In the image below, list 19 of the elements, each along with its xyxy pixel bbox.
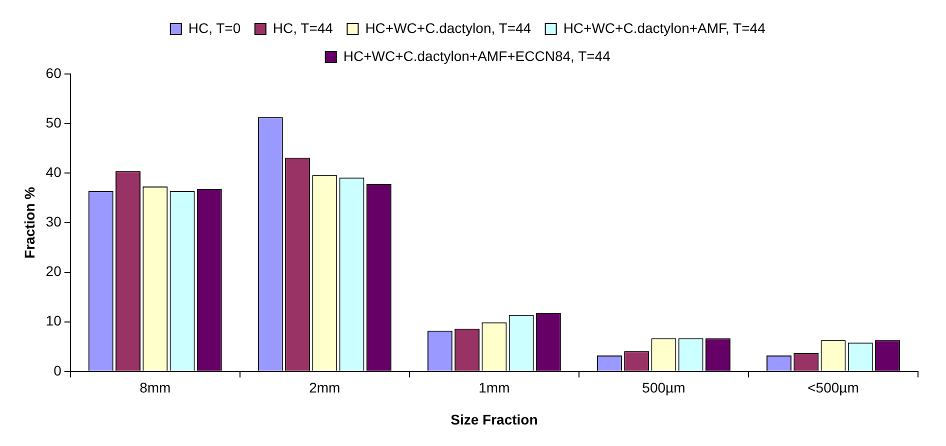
x-tick-label: <500µm — [808, 380, 859, 396]
legend-label: HC+WC+C.dactylon+AMF, T=44 — [563, 20, 766, 36]
y-tick-label: 30 — [46, 214, 62, 230]
x-tick-label: 8mm — [140, 380, 171, 396]
y-tick-label: 10 — [46, 312, 62, 329]
legend-label: HC, T=0 — [188, 20, 241, 36]
x-tick-label: 500µm — [642, 380, 686, 396]
y-axis-title: Fraction % — [21, 186, 38, 258]
y-tick-label: 20 — [46, 263, 62, 280]
y-tick-label: 40 — [46, 164, 62, 180]
x-tick-label: 1mm — [478, 380, 510, 396]
y-tick-label: 50 — [46, 114, 62, 130]
legend-label: HC+WC+C.dactylon+AMF+ECCN84, T=44 — [343, 48, 611, 64]
legend-label: HC, T=44 — [272, 20, 334, 36]
y-tick-label: 0 — [54, 362, 62, 378]
x-axis-title: Size Fraction — [450, 411, 538, 428]
legend-label: HC+WC+C.dactylon, T=44 — [365, 20, 532, 36]
y-tick-label: 60 — [46, 64, 62, 81]
x-tick-label: 2mm — [309, 380, 340, 396]
